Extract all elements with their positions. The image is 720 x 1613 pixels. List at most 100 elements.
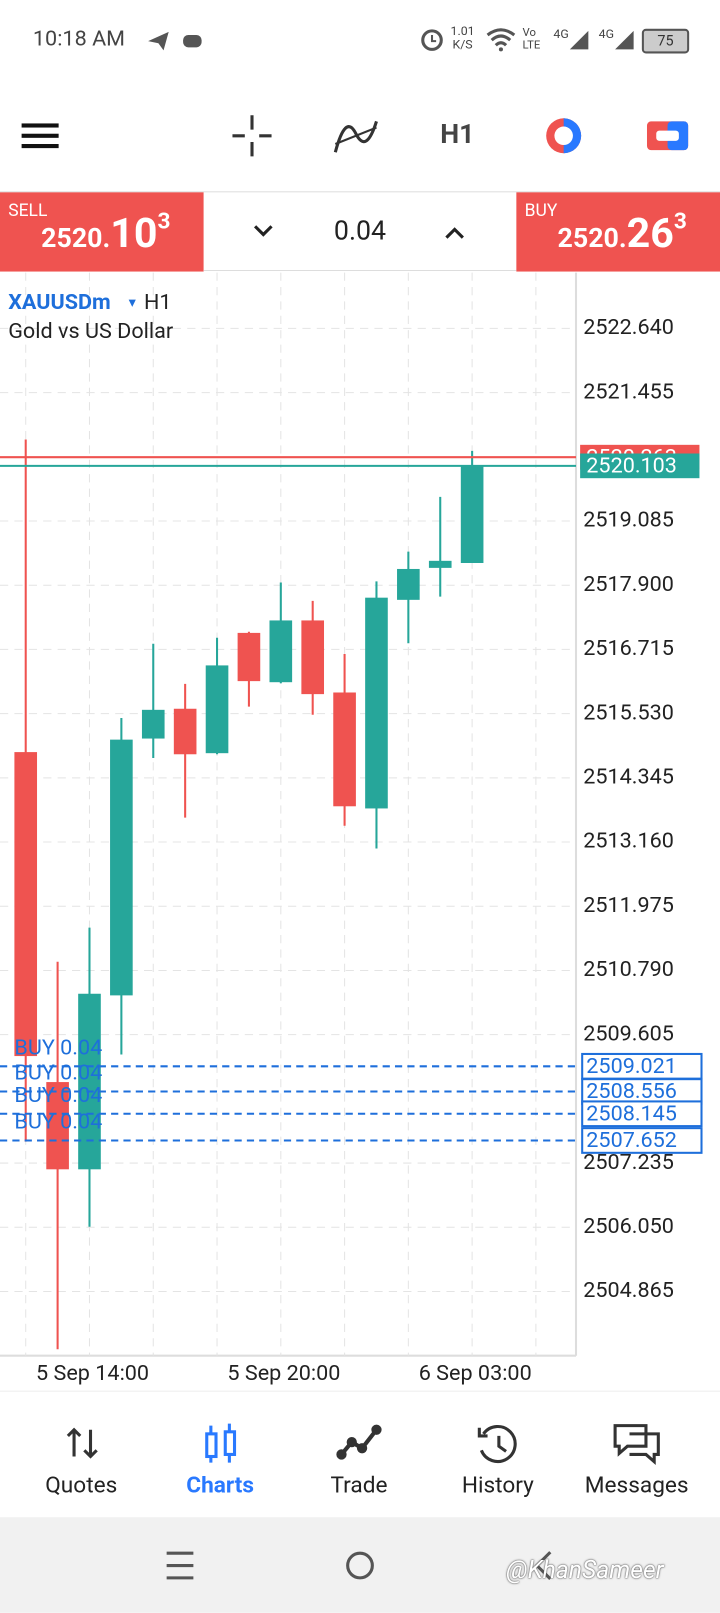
battery: 75 bbox=[641, 28, 690, 54]
net-speed: 1.01 K/S bbox=[450, 23, 475, 52]
y-tick-label: 2521.455 bbox=[583, 379, 674, 404]
candle-body bbox=[14, 752, 38, 1057]
candle-body bbox=[333, 692, 356, 807]
volume-down[interactable] bbox=[254, 225, 273, 237]
buy-small: 3 bbox=[673, 208, 687, 235]
symbol[interactable]: XAUUSDm bbox=[8, 290, 111, 315]
order-label: BUY 0.04 bbox=[14, 1110, 102, 1135]
y-tick-label: 2510.790 bbox=[583, 957, 674, 982]
y-tick-label: 2511.975 bbox=[583, 893, 674, 918]
candle-body bbox=[110, 739, 133, 996]
signal1 bbox=[569, 30, 589, 50]
bid-line-label: 2520.103 bbox=[586, 454, 677, 479]
nav-label: History bbox=[461, 1472, 534, 1499]
candle-body bbox=[78, 993, 101, 1170]
net1: 4G bbox=[553, 26, 569, 42]
order-price: 2508.145 bbox=[586, 1102, 677, 1127]
nav-label: Trade bbox=[330, 1472, 388, 1499]
sell-small: 3 bbox=[157, 208, 171, 235]
y-tick-label: 2519.085 bbox=[583, 508, 674, 533]
order-price: 2507.652 bbox=[586, 1128, 677, 1153]
speed: 1.01 bbox=[450, 23, 475, 39]
nav-label: Messages bbox=[584, 1472, 689, 1499]
sell-button[interactable]: SELL 2520.103 bbox=[0, 192, 204, 272]
nav-label: Charts bbox=[186, 1472, 254, 1499]
buy-label: BUY bbox=[524, 200, 558, 222]
candle-body bbox=[365, 597, 388, 809]
description: Gold vs US Dollar bbox=[8, 319, 173, 344]
order-price-box bbox=[581, 1078, 703, 1105]
one-click-button[interactable] bbox=[546, 118, 582, 154]
system-nav bbox=[0, 1517, 720, 1613]
y-tick-label: 2517.900 bbox=[583, 572, 674, 597]
y-tick-label: 2522.640 bbox=[583, 315, 674, 340]
volte-bottom: LTE bbox=[522, 38, 541, 52]
candle-body bbox=[269, 620, 293, 683]
nav-label: Quotes bbox=[45, 1472, 118, 1499]
order-label: BUY 0.04 bbox=[14, 1083, 102, 1108]
chart: XAUUSDm ▾ H1 Gold vs US Dollar 2522.640 2… bbox=[0, 272, 703, 1386]
candle-body bbox=[460, 466, 484, 563]
candle-body bbox=[397, 568, 420, 600]
alarm-icon bbox=[421, 29, 443, 51]
sell-price: 2520.103 bbox=[41, 209, 170, 257]
bid-line-box bbox=[580, 453, 700, 479]
order-price: 2509.021 bbox=[586, 1054, 677, 1079]
sell-big: 10 bbox=[110, 208, 158, 258]
menu-button[interactable] bbox=[21, 123, 59, 149]
crosshair-button[interactable] bbox=[232, 115, 272, 157]
y-tick-label: 2509.605 bbox=[583, 1021, 674, 1046]
order-price-box bbox=[581, 1127, 703, 1154]
volte-top: Vo bbox=[522, 25, 536, 40]
x-tick-label: 6 Sep 03:00 bbox=[419, 1361, 532, 1386]
buy-prefix: 2520. bbox=[557, 223, 627, 255]
buy-button[interactable]: BUY 2520.263 bbox=[516, 192, 720, 272]
y-tick-label: 2513.160 bbox=[583, 829, 674, 854]
y-tick-label: 2516.715 bbox=[583, 636, 674, 661]
candle-body bbox=[141, 709, 165, 739]
trade-button[interactable] bbox=[646, 121, 689, 151]
order-price: 2508.556 bbox=[586, 1079, 677, 1104]
symbol-arrow: ▾ bbox=[129, 294, 137, 311]
candle-body bbox=[428, 560, 452, 568]
status-icons bbox=[148, 31, 202, 51]
signal2 bbox=[615, 30, 634, 50]
grid bbox=[0, 272, 578, 1357]
candle-body bbox=[301, 620, 325, 695]
speed-unit: K/S bbox=[452, 37, 473, 52]
system-nav-icons bbox=[166, 1551, 552, 1580]
indicators-button[interactable] bbox=[333, 120, 378, 153]
buy-price: 2520.263 bbox=[558, 209, 687, 257]
volte: Vo LTE bbox=[522, 25, 541, 52]
nav-icons bbox=[66, 1423, 660, 1466]
watermark: @KhanSameer bbox=[506, 1555, 664, 1585]
y-tick-label: 2514.345 bbox=[583, 765, 674, 790]
timeframe-button[interactable]: H1 bbox=[440, 119, 475, 151]
y-tick-label: 2507.235 bbox=[583, 1150, 674, 1175]
order-label: BUY 0.04 bbox=[14, 1036, 102, 1061]
clock: 10:18 AM bbox=[32, 26, 126, 52]
order-price-box bbox=[581, 1052, 703, 1080]
buy-big: 26 bbox=[626, 208, 674, 258]
wifi-icon bbox=[486, 28, 516, 52]
candle-body bbox=[46, 1082, 69, 1170]
net2: 4G bbox=[598, 26, 614, 42]
volume-control bbox=[203, 192, 517, 272]
order-price-box bbox=[581, 1100, 703, 1128]
candle-body bbox=[173, 708, 197, 755]
toolbar bbox=[21, 115, 689, 157]
chart-timeframe: H1 bbox=[144, 290, 172, 315]
y-tick-label: 2515.530 bbox=[583, 700, 674, 725]
divider bbox=[0, 191, 720, 193]
x-tick-label: 5 Sep 20:00 bbox=[227, 1361, 340, 1386]
volume-up[interactable] bbox=[445, 227, 464, 239]
volume[interactable]: 0.04 bbox=[333, 216, 387, 247]
nav-divider bbox=[0, 1390, 720, 1392]
x-tick-label: 5 Sep 14:00 bbox=[36, 1361, 149, 1386]
y-tick-label: 2506.050 bbox=[583, 1214, 674, 1239]
sell-prefix: 2520. bbox=[41, 223, 111, 255]
candle-body bbox=[205, 665, 229, 754]
order-label: BUY 0.04 bbox=[14, 1061, 102, 1086]
